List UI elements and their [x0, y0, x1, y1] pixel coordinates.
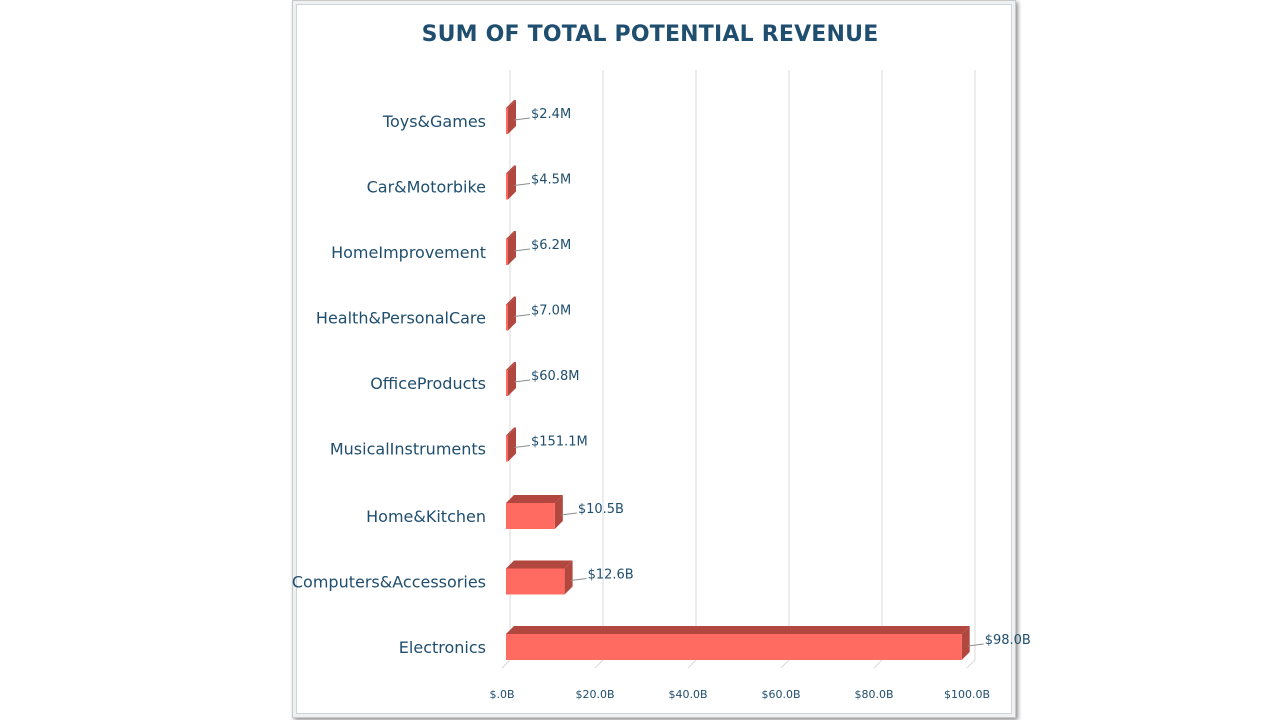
bar-side-face [508, 165, 516, 200]
data-label: $2.4M [531, 107, 571, 122]
x-tick-label: $40.0B [668, 688, 707, 701]
data-label-leader [513, 445, 531, 448]
x-tick-label: $100.0B [944, 688, 990, 701]
data-label: $6.2M [531, 238, 571, 253]
category-label: Electronics [399, 638, 486, 657]
data-label-leader [570, 578, 587, 581]
bar-front-face [506, 370, 508, 396]
bar-side-face [564, 560, 573, 595]
gridline-floor [873, 659, 883, 669]
category-label: Toys&Games [382, 112, 486, 131]
bar-top-face [506, 626, 970, 634]
chart-frame [292, 0, 1016, 718]
bar-front-face [506, 108, 508, 134]
bar-side-face [961, 626, 970, 660]
data-label: $10.5B [578, 502, 624, 517]
bar [506, 362, 516, 396]
bar [506, 165, 516, 200]
data-label-leader [513, 117, 531, 121]
data-label: $12.6B [588, 568, 634, 583]
bar-front-face [506, 568, 565, 595]
bar [506, 427, 516, 462]
data-label: $98.0B [985, 633, 1031, 648]
bar-side-face [508, 427, 516, 462]
category-label: MusicalInstruments [330, 440, 486, 459]
category-label: OfficeProducts [370, 374, 486, 393]
category-label: Car&Motorbike [367, 178, 486, 197]
bar-side-face [508, 231, 516, 265]
category-label: HomeImprovement [331, 243, 486, 262]
category-label: Home&Kitchen [366, 507, 486, 526]
gridline-floor [501, 659, 511, 669]
x-tick-label: $60.0B [761, 688, 800, 701]
bar-top-face [506, 560, 573, 569]
data-label: $7.0M [531, 304, 571, 319]
x-tick-label: $20.0B [575, 688, 614, 701]
bar [506, 296, 516, 331]
bar [506, 100, 516, 134]
bar-front-face [506, 304, 508, 331]
bar-front-face [506, 435, 508, 462]
bar-top-face [506, 165, 516, 174]
bar-side-face [508, 296, 516, 331]
data-label-leader [513, 314, 531, 317]
data-label: $60.8M [531, 369, 579, 384]
bar-top-face [506, 362, 516, 370]
bar [506, 626, 970, 660]
bar [506, 495, 563, 529]
bar-front-face [506, 634, 962, 660]
bar-top-face [506, 495, 563, 503]
data-label-leader [560, 512, 577, 516]
bar-side-face [508, 100, 516, 134]
data-label: $4.5M [531, 173, 571, 188]
bar-top-face [506, 427, 516, 436]
data-label-leader [513, 248, 531, 252]
bar-side-face [508, 362, 516, 396]
bar-top-face [506, 100, 516, 108]
bar-side-face [554, 495, 563, 529]
bar-front-face [506, 503, 555, 529]
gridline-floor [687, 659, 697, 669]
category-label: Computers&Accessories [292, 573, 486, 592]
x-tick-label: $.0B [489, 688, 514, 701]
data-label: $151.1M [531, 435, 588, 450]
bar-top-face [506, 296, 516, 305]
gridline-floor [966, 659, 976, 669]
bar-front-face [506, 239, 508, 265]
data-label-leader [513, 183, 531, 186]
chart-title: SUM OF TOTAL POTENTIAL REVENUE [421, 22, 879, 47]
bar [506, 560, 573, 595]
gridline-floor [594, 659, 604, 669]
data-label-leader [513, 379, 531, 383]
bar-top-face [506, 231, 516, 239]
bar [506, 231, 516, 265]
x-tick-label: $80.0B [854, 688, 893, 701]
gridline-floor [780, 659, 790, 669]
data-label-leader [967, 643, 984, 647]
category-label: Health&PersonalCare [316, 309, 486, 328]
bar-front-face [506, 173, 508, 200]
